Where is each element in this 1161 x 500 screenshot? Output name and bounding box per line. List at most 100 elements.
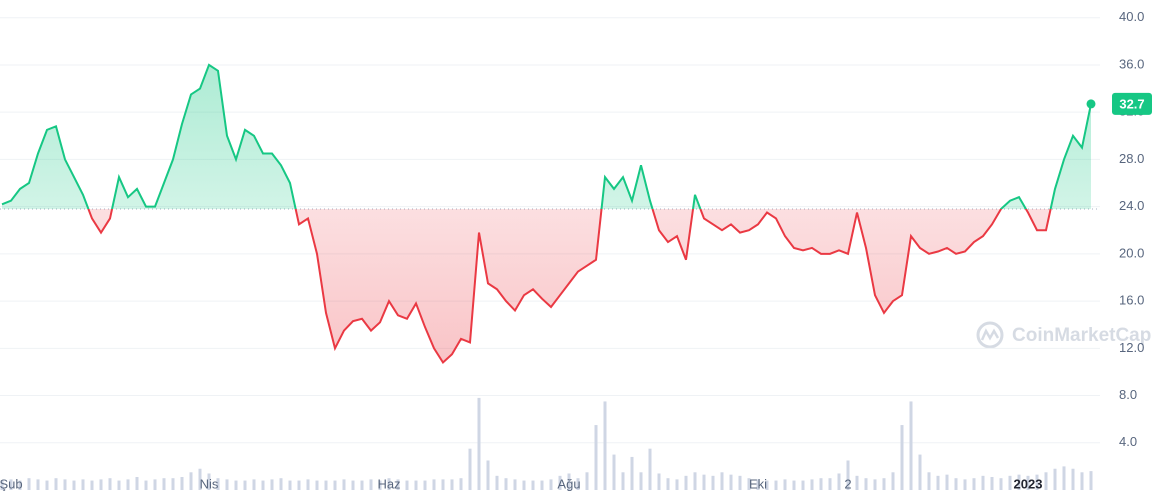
volume-bar	[558, 475, 562, 490]
volume-bar	[909, 401, 913, 490]
volume-bar	[738, 475, 742, 490]
volume-bar	[990, 477, 994, 490]
volume-bar	[666, 478, 670, 490]
volume-bar	[135, 477, 139, 490]
volume-bar	[585, 472, 589, 490]
watermark-text: CoinMarketCap	[1012, 325, 1151, 346]
volume-bar	[1089, 471, 1093, 490]
volume-bar	[900, 425, 904, 490]
volume-bar	[792, 480, 796, 490]
volume-bar	[918, 454, 922, 490]
volume-bar	[702, 474, 706, 490]
x-tick-label: 2	[844, 476, 851, 491]
y-tick-label: 16.0	[1119, 293, 1144, 308]
volume-bar	[639, 472, 643, 490]
volume-bar	[846, 460, 850, 490]
volume-bar	[963, 479, 967, 490]
volume-bar	[441, 479, 445, 490]
volume-bar	[72, 480, 76, 490]
volume-bar	[873, 479, 877, 490]
last-point	[1086, 99, 1096, 109]
x-tick-label: Haz	[377, 476, 400, 491]
volume-bar	[1053, 468, 1057, 490]
volume-bar	[216, 478, 220, 490]
volume-bar	[756, 479, 760, 490]
volume-bar	[261, 480, 265, 490]
volume-bar	[1062, 466, 1066, 490]
volume-bar	[1080, 472, 1084, 490]
volume-bar	[432, 479, 436, 490]
volume-bar	[54, 478, 58, 490]
volume-bar	[612, 454, 616, 490]
volume-bar	[99, 479, 103, 490]
watermark: CoinMarketCap	[976, 321, 1151, 349]
volume-bar	[450, 479, 454, 490]
volume-bar	[801, 480, 805, 490]
volume-bar	[657, 473, 661, 490]
volume-bar	[774, 480, 778, 490]
volume-bar	[675, 479, 679, 490]
volume-bar	[684, 475, 688, 490]
y-tick-label: 20.0	[1119, 245, 1144, 260]
volume-bar	[279, 478, 283, 490]
volume-bar	[342, 479, 346, 490]
volume-bar	[828, 478, 832, 490]
volume-bar	[171, 478, 175, 490]
volume-bar	[972, 478, 976, 490]
volume-bar	[594, 425, 598, 490]
volume-bar	[405, 480, 409, 490]
volume-bar	[423, 480, 427, 490]
volume-bar	[945, 474, 949, 490]
y-tick-label: 40.0	[1119, 9, 1144, 24]
volume-bar	[1017, 474, 1021, 490]
volume-bar	[864, 478, 868, 490]
x-tick-label: Şub	[0, 476, 23, 491]
price-line-up	[1, 63, 1092, 209]
volume-bar	[954, 478, 958, 490]
x-tick-label: Eki	[749, 476, 767, 491]
volume-bar	[999, 478, 1003, 490]
volume-bar	[333, 480, 337, 490]
volume-bar	[90, 480, 94, 490]
y-tick-label: 4.0	[1119, 434, 1137, 449]
volume-bar	[207, 473, 211, 490]
volume-bar	[234, 480, 238, 490]
volume-bar	[729, 474, 733, 490]
area-up	[2, 64, 1091, 209]
volume-bar	[0, 480, 4, 490]
area-down	[2, 208, 1091, 363]
volume-bar	[126, 479, 130, 490]
last-value-label: 32.7	[1119, 96, 1144, 111]
volume-bar	[1008, 475, 1012, 490]
volume-bar	[837, 473, 841, 490]
volume-bar	[1026, 475, 1030, 490]
volume-bar	[540, 480, 544, 490]
y-tick-label: 8.0	[1119, 387, 1137, 402]
last-value-badge	[1112, 92, 1152, 115]
volume-bar	[855, 475, 859, 490]
volume-bar	[693, 472, 697, 490]
x-tick-label: Nis	[200, 476, 219, 491]
volume-bar	[378, 480, 382, 490]
volume-bar	[486, 460, 490, 490]
volume-bar	[981, 475, 985, 490]
volume-bar	[27, 478, 31, 490]
volume-bar	[522, 480, 526, 490]
volume-bar	[936, 475, 940, 490]
volume-bar	[468, 448, 472, 490]
volume-bar	[882, 478, 886, 490]
volume-bar	[1071, 468, 1075, 490]
volume-bar	[810, 479, 814, 490]
volume-bar	[180, 477, 184, 490]
volume-bar	[531, 480, 535, 490]
volume-bar	[198, 468, 202, 490]
x-tick-label: 2023	[1014, 476, 1043, 491]
volume-bar	[1035, 474, 1039, 490]
volume-bar	[117, 480, 121, 490]
volume-bar	[414, 480, 418, 490]
y-tick-label: 28.0	[1119, 151, 1144, 166]
volume-bar	[711, 475, 715, 490]
volume-bar	[189, 472, 193, 490]
volume-bar	[270, 479, 274, 490]
volume-bar	[504, 478, 508, 490]
